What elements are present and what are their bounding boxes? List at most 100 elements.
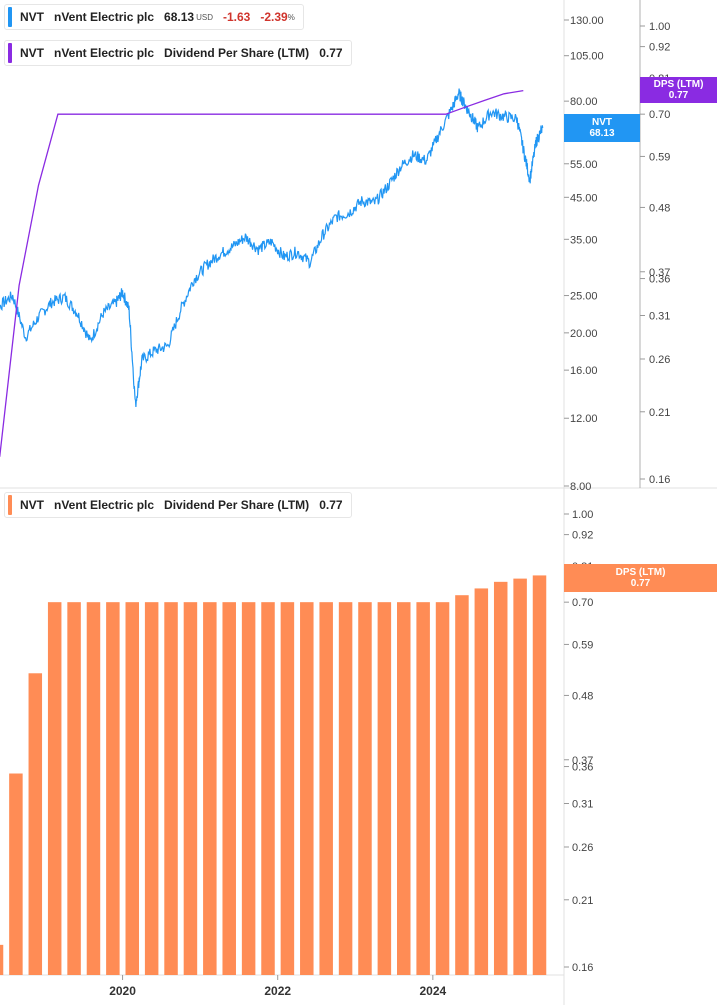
axis-layer: 130.00 105.00 80.00 55.00 45.00 35.00 25.00 20.… <box>109 15 670 998</box>
dps-axis-tag-bottom-label: DPS (LTM) <box>615 567 666 578</box>
dps-bar <box>416 602 430 975</box>
dps-bottom-tick-label: 0.92 <box>572 530 593 542</box>
price-line <box>0 88 544 408</box>
dps-bar <box>0 944 4 975</box>
dps-bar <box>183 602 198 975</box>
dps-bar <box>164 602 178 975</box>
legend-price-change-pct: -2.39 <box>260 10 288 24</box>
dps-top-tick-label: 0.37 <box>649 267 670 279</box>
price-tick-label: 16.00 <box>570 365 598 377</box>
price-tick-label: 45.00 <box>570 192 598 204</box>
legend-price-pct-sign: % <box>287 12 295 22</box>
price-tick-label: 80.00 <box>570 96 598 108</box>
dps-bottom-tick-label: 0.70 <box>572 597 593 609</box>
dps-bar <box>493 581 508 975</box>
legend-dps-top-metric: Dividend Per Share (LTM) <box>164 46 310 60</box>
legend-dps-top[interactable]: NVT nVent Electric plc Dividend Per Shar… <box>4 40 352 66</box>
price-tick-label: 55.00 <box>570 159 598 171</box>
dps-bar <box>86 602 101 975</box>
dps-bottom-tick-label: 0.37 <box>572 755 593 767</box>
dps-bar <box>532 575 547 975</box>
legend-price-swatch <box>8 7 12 27</box>
legend-price[interactable]: NVT nVent Electric plc 68.13 USD -1.63 -… <box>4 4 304 30</box>
dps-bottom-tick-label: 0.59 <box>572 639 593 651</box>
price-axis-tag-label: NVT <box>592 117 612 128</box>
legend-dps-bottom-company: nVent Electric plc <box>54 498 155 512</box>
legend-dps-bottom-value: 0.77 <box>319 498 343 512</box>
dps-top-tick-label: 0.31 <box>649 311 670 323</box>
legend-dps-top-swatch <box>8 43 12 63</box>
dps-bottom-tick-label: 1.00 <box>572 509 593 521</box>
dps-top-tick-label: 0.59 <box>649 151 670 163</box>
legend-dps-bottom-ticker: NVT <box>20 498 44 512</box>
dps-bar <box>9 773 23 975</box>
price-axis-tag: NVT 68.13 <box>564 114 640 142</box>
dps-bars <box>0 575 547 975</box>
dps-bar <box>280 602 295 975</box>
legend-dps-top-value: 0.77 <box>319 46 343 60</box>
dps-top-tick-label: 0.16 <box>649 474 670 486</box>
dps-axis-tag-bottom: DPS (LTM) 0.77 <box>564 564 717 592</box>
legend-dps-bottom-metric: Dividend Per Share (LTM) <box>164 498 310 512</box>
price-tick-label: 12.00 <box>570 413 598 425</box>
dps-top-tick-label: 1.00 <box>649 21 670 33</box>
dps-axis-tag-bottom-value: 0.77 <box>630 578 651 589</box>
dps-bar <box>241 602 256 975</box>
dps-top-tick-label: 0.26 <box>649 354 670 366</box>
legend-price-ticker: NVT <box>20 10 44 24</box>
dps-bar <box>358 602 372 975</box>
dps-bar <box>300 602 314 975</box>
dps-bar <box>47 602 62 975</box>
dps-bar <box>435 602 450 975</box>
dps-axis-tag-top-label: DPS (LTM) <box>653 79 704 90</box>
dps-bottom-tick-label: 0.26 <box>572 842 593 854</box>
price-tick-label: 35.00 <box>570 234 598 246</box>
dps-bottom-tick-label: 0.48 <box>572 690 593 702</box>
dps-bar <box>513 578 527 975</box>
dps-bottom-tick-label: 0.16 <box>572 962 593 974</box>
price-tick-label: 20.00 <box>570 328 598 340</box>
time-tick-label: 2024 <box>419 984 446 998</box>
time-tick-label: 2020 <box>109 984 136 998</box>
dps-bar <box>338 602 353 975</box>
dps-bottom-tick-label: 0.36 <box>572 762 593 774</box>
time-tick-label: 2022 <box>264 984 291 998</box>
legend-price-company: nVent Electric plc <box>54 10 155 24</box>
price-tick-label: 8.00 <box>570 481 591 493</box>
dps-bar <box>261 602 275 975</box>
dps-bottom-tick-label: 0.21 <box>572 895 593 907</box>
legend-price-value: 68.13 <box>164 10 195 24</box>
dps-bar <box>455 595 469 975</box>
dps-bar <box>106 602 120 975</box>
dps-top-tick-label: 0.21 <box>649 407 670 419</box>
legend-dps-top-company: nVent Electric plc <box>54 46 155 60</box>
dps-bar <box>377 602 392 975</box>
series-lines <box>0 88 544 457</box>
dps-line <box>0 89 524 457</box>
legend-dps-bottom[interactable]: NVT nVent Electric plc Dividend Per Shar… <box>4 492 352 518</box>
dps-bar <box>144 602 159 975</box>
dps-top-tick-label: 0.48 <box>649 202 670 214</box>
dps-bottom-tick-label: 0.31 <box>572 799 593 811</box>
dps-bar <box>222 602 236 975</box>
dps-top-tick-label: 0.70 <box>649 109 670 121</box>
price-tick-label: 105.00 <box>570 51 604 63</box>
dps-top-tick-label: 0.36 <box>649 274 670 286</box>
dps-bar <box>67 602 81 975</box>
price-tick-label: 25.00 <box>570 291 598 303</box>
dps-top-tick-label: 0.92 <box>649 42 670 54</box>
dps-bar <box>125 602 140 975</box>
legend-dps-top-ticker: NVT <box>20 46 44 60</box>
dps-bar <box>319 602 333 975</box>
legend-dps-bottom-swatch <box>8 495 12 515</box>
dps-bar <box>397 602 411 975</box>
price-axis-tag-value: 68.13 <box>589 128 615 139</box>
price-tick-label: 130.00 <box>570 15 604 27</box>
legend-price-change: -1.63 <box>222 10 251 24</box>
dps-axis-tag-top-value: 0.77 <box>668 90 689 101</box>
dps-axis-tag-top: DPS (LTM) 0.77 <box>640 77 717 103</box>
dps-bar <box>203 602 217 975</box>
dps-bar <box>474 588 489 975</box>
dps-bar <box>28 673 43 975</box>
